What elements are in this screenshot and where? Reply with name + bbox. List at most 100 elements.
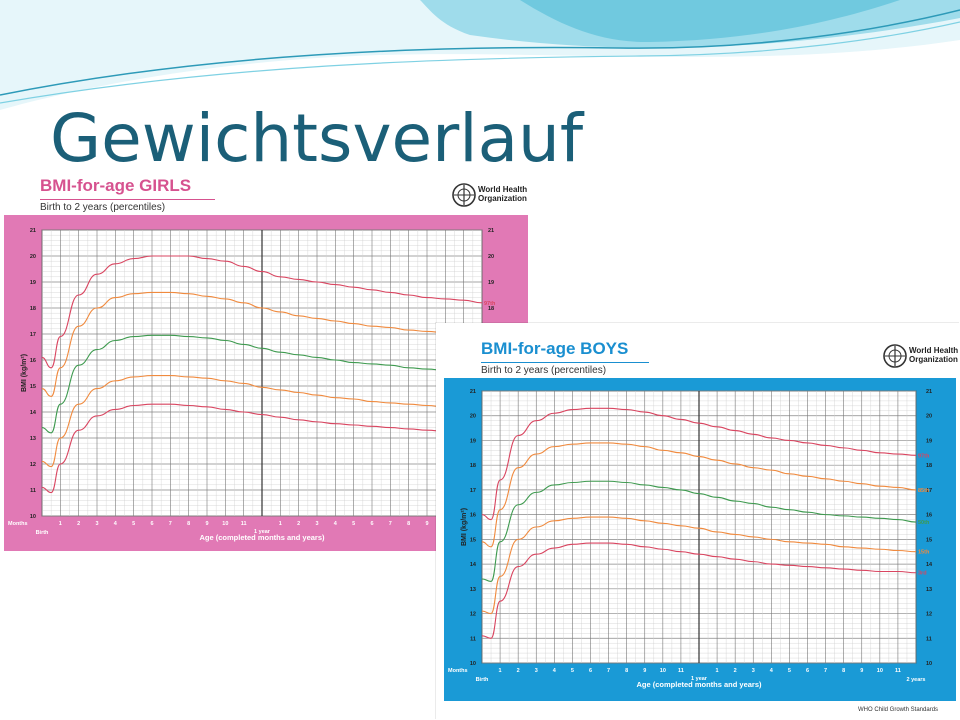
boys-xtick: 1	[499, 668, 502, 674]
who-line-1: World Health	[909, 346, 959, 355]
boys-ytick-left: 11	[470, 636, 476, 642]
who-line-2: Organization	[478, 194, 527, 203]
boys-ytick-left: 13	[470, 587, 476, 593]
boys-ytick-left: 17	[470, 488, 476, 494]
boys-ylabel: BMI (kg/m²)	[461, 508, 468, 546]
girls-ytick-left: 14	[30, 410, 37, 416]
boys-xtick: 10	[877, 668, 883, 674]
boys-series-label-97th: 97th	[918, 453, 930, 459]
girls-xtick: 2	[297, 521, 300, 527]
boys-xtick: 7	[824, 668, 827, 674]
boys-xtick: 1	[716, 668, 719, 674]
boys-ytick-left: 20	[470, 414, 476, 420]
boys-ytick-right: 19	[926, 438, 932, 444]
boys-ytick-left: 12	[470, 612, 476, 618]
boys-chart-card: BMI-for-age BOYS Birth to 2 years (perce…	[436, 323, 960, 720]
girls-ytick-right: 20	[488, 254, 494, 260]
boys-ytick-right: 18	[926, 463, 932, 469]
girls-xtick: 5	[352, 521, 355, 527]
header-waves	[0, 0, 960, 110]
girls-xtick: 2	[77, 521, 80, 527]
boys-xlabel: Age (completed months and years)	[636, 680, 762, 689]
girls-ytick-left: 15	[30, 384, 36, 390]
girls-x-row-label: Months	[8, 521, 28, 527]
boys-xtick: 9	[860, 668, 863, 674]
slide-title: Gewichtsverlauf	[50, 100, 584, 177]
boys-xtick: 7	[607, 668, 610, 674]
girls-xtick: 4	[334, 521, 338, 527]
who-logo-icon	[452, 183, 476, 207]
girls-series-97th	[41, 255, 483, 369]
boys-xtick: 3	[535, 668, 538, 674]
girls-xtick: 5	[132, 521, 135, 527]
boys-xtick: 11	[895, 668, 901, 674]
boys-xtick: 2	[517, 668, 520, 674]
boys-xtick: 2 years	[907, 677, 926, 683]
girls-xlabel: Age (completed months and years)	[199, 533, 325, 542]
girls-ylabel: BMI (kg/m²)	[21, 354, 28, 392]
who-logo-icon	[883, 344, 907, 368]
girls-xtick: 3	[315, 521, 318, 527]
boys-title-underline	[481, 362, 649, 363]
girls-series-50th	[41, 334, 483, 434]
girls-xtick: 4	[114, 521, 118, 527]
boys-series-label-3rd: 3rd	[918, 571, 927, 577]
who-name-text: World Health Organization	[478, 185, 527, 203]
girls-xtick: 9	[425, 521, 428, 527]
girls-xtick: 9	[205, 521, 208, 527]
girls-xtick: 3	[95, 521, 98, 527]
boys-ytick-left: 10	[470, 661, 476, 667]
boys-xtick: 5	[571, 668, 574, 674]
girls-ytick-left: 12	[30, 462, 36, 468]
girls-series-15th	[41, 375, 483, 468]
boys-ytick-right: 14	[926, 562, 933, 568]
girls-ytick-left: 20	[30, 254, 36, 260]
boys-chart-title: BMI-for-age BOYS	[481, 339, 629, 358]
girls-ytick-left: 21	[30, 228, 36, 234]
girls-series-label-97th: 97th	[484, 301, 496, 307]
girls-xtick: 11	[241, 521, 247, 527]
girls-ytick-left: 19	[30, 280, 36, 286]
boys-xtick: 1 year	[691, 676, 708, 682]
girls-title-underline	[40, 199, 215, 200]
girls-ytick-left: 17	[30, 332, 36, 338]
boys-ytick-right: 15	[926, 537, 932, 543]
wave-line-2	[0, 21, 960, 104]
boys-ytick-right: 10	[926, 661, 932, 667]
girls-ytick-right: 19	[488, 280, 494, 286]
girls-xtick: 1 year	[254, 529, 271, 535]
boys-series-15th	[481, 516, 917, 615]
boys-series-50th	[481, 480, 917, 582]
boys-xtick: 4	[770, 668, 774, 674]
girls-ytick-left: 13	[30, 436, 36, 442]
boys-ytick-left: 16	[470, 513, 476, 519]
boys-series-label-50th: 50th	[918, 520, 930, 526]
girls-ytick-left: 11	[30, 488, 36, 494]
boys-ytick-right: 21	[926, 389, 932, 395]
boys-ytick-left: 14	[470, 562, 477, 568]
girls-xtick: 1	[279, 521, 282, 527]
girls-xtick: Birth	[36, 530, 49, 536]
girls-ytick-right: 18	[488, 306, 494, 312]
boys-series-85th	[481, 442, 917, 548]
boys-ytick-right: 17	[926, 488, 932, 494]
boys-series-label-85th: 85th	[918, 488, 930, 494]
boys-ytick-left: 18	[470, 463, 476, 469]
boys-xtick: 4	[553, 668, 557, 674]
girls-chart-subtitle: Birth to 2 years (percentiles)	[40, 202, 166, 213]
girls-chart-title: BMI-for-age GIRLS	[40, 176, 192, 195]
wave-line-1	[0, 9, 960, 96]
girls-xtick: 1	[59, 521, 62, 527]
boys-ytick-left: 21	[470, 389, 476, 395]
boys-ytick-left: 19	[470, 438, 476, 444]
girls-series-85th	[41, 291, 483, 397]
boys-xtick: 8	[842, 668, 845, 674]
who-line-1: World Health	[478, 185, 528, 194]
girls-ytick-left: 10	[30, 514, 36, 520]
boys-xtick: Birth	[476, 677, 489, 683]
who-line-2: Organization	[909, 355, 958, 364]
boys-xtick: 8	[625, 668, 628, 674]
girls-xtick: 8	[187, 521, 190, 527]
boys-xtick: 5	[788, 668, 791, 674]
boys-ytick-right: 12	[926, 612, 932, 618]
